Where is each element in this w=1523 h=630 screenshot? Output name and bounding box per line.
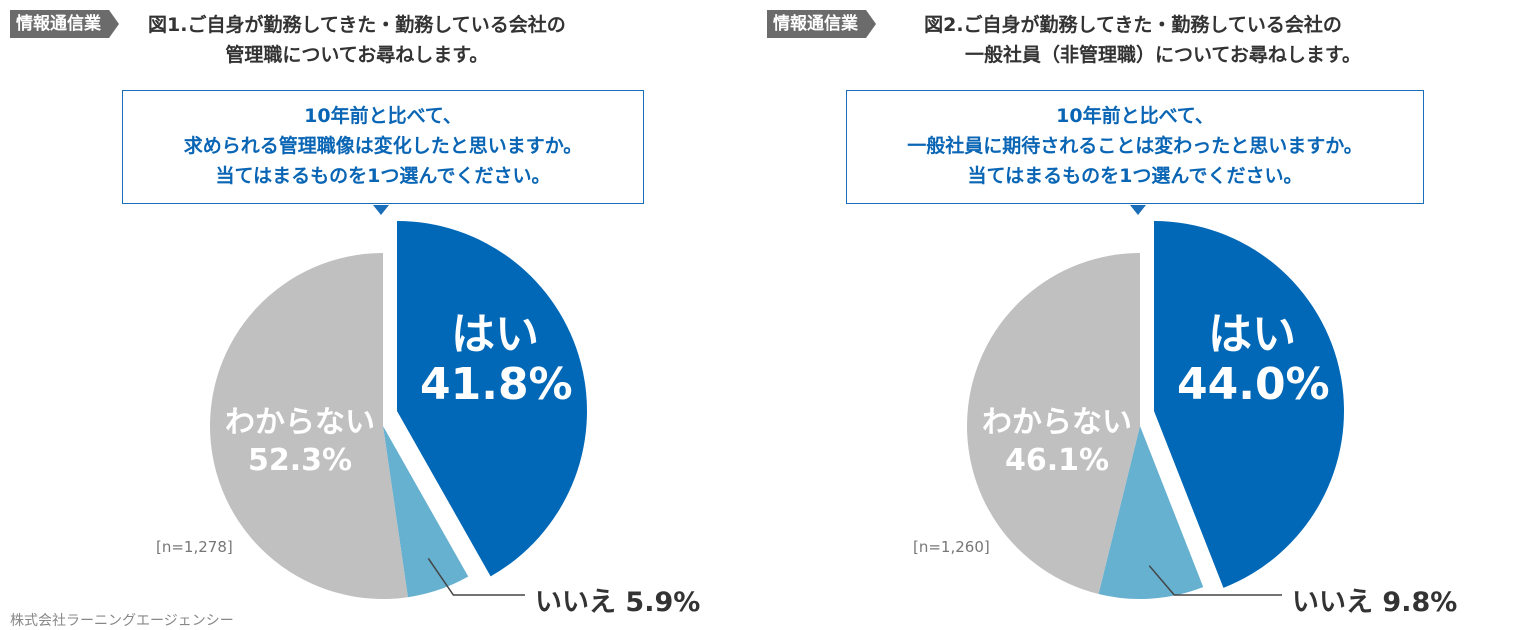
label-text: はい: [1208, 309, 1296, 360]
slice-label-yes: はい 41.8%: [420, 309, 573, 410]
slice-label-no: いいえ 9.8%: [1292, 580, 1457, 619]
callout-pointer: [1130, 205, 1146, 215]
label-text: いいえ: [1292, 587, 1373, 618]
question-line: 求められる管理職像は変化したと思いますか。: [183, 135, 583, 157]
label-text: いいえ: [535, 587, 616, 618]
label-text: はい: [451, 309, 539, 360]
label-value: 44.0%: [1177, 359, 1330, 410]
label-value: 5.9%: [625, 587, 701, 618]
title-line-2: 一般社員（非管理職）についてお尋ねします。: [965, 44, 1361, 66]
slice-no: [383, 426, 469, 598]
label-text: わからない: [225, 405, 375, 440]
slice-yes: [397, 221, 587, 577]
pie-chart: [967, 221, 1344, 600]
label-value: 52.3%: [247, 443, 353, 478]
slice-unknown: [209, 253, 408, 599]
leader-line: [1148, 565, 1282, 596]
question-line: 10年前と比べて、: [1056, 105, 1214, 127]
title-line-1: 図2.ご自身が勤務してきた・勤務している会社の: [924, 14, 1342, 36]
industry-tag: 情報通信業: [767, 10, 876, 38]
slice-label-yes: はい 44.0%: [1177, 309, 1330, 410]
industry-tag: 情報通信業: [10, 10, 119, 38]
sample-size: [n=1,278]: [156, 538, 233, 556]
callout-pointer: [373, 205, 389, 215]
title-line-1: 図1.ご自身が勤務してきた・勤務している会社の: [148, 14, 566, 36]
label-value: 46.1%: [1004, 443, 1110, 478]
question-box: 10年前と比べて、一般社員に期待されることは変わったと思いますか。 当てはまるもの…: [846, 90, 1424, 204]
slice-unknown: [967, 253, 1140, 594]
question-line: 10年前と比べて、: [304, 105, 462, 127]
slice-yes: [1154, 221, 1344, 588]
question-line: 当てはまるものを1つ選んでください。: [967, 165, 1303, 187]
title-line-2: 管理職についてお尋ねします。: [225, 44, 489, 66]
label-value: 41.8%: [420, 359, 573, 410]
label-text: わからない: [982, 405, 1132, 440]
question-line: 一般社員に期待されることは変わったと思いますか。: [907, 135, 1363, 157]
leader-line: [427, 558, 525, 596]
question-line: 当てはまるものを1つ選んでください。: [215, 165, 551, 187]
chart-title: 図1.ご自身が勤務してきた・勤務している会社の 管理職についてお尋ねします。: [148, 10, 566, 70]
slice-label-no: いいえ 5.9%: [535, 580, 700, 619]
slice-label-unknown: わからない 52.3%: [215, 404, 385, 480]
question-box: 10年前と比べて、求められる管理職像は変化したと思いますか。 当てはまるものを1つ…: [122, 90, 644, 204]
label-value: 9.8%: [1382, 587, 1458, 618]
chart-title: 図2.ご自身が勤務してきた・勤務している会社の一般社員（非管理職）についてお尋ね…: [905, 10, 1361, 70]
credit: 株式会社ラーニングエージェンシー: [10, 613, 234, 629]
sample-size: [n=1,260]: [913, 538, 990, 556]
chart-panel-2: 情報通信業 図2.ご自身が勤務してきた・勤務している会社の一般社員（非管理職）に…: [757, 0, 1517, 630]
slice-label-unknown: わからない 46.1%: [972, 404, 1142, 480]
chart-panel-1: 情報通信業 図1.ご自身が勤務してきた・勤務している会社の 管理職についてお尋ねし…: [0, 0, 760, 630]
pie-chart: [209, 221, 587, 599]
slice-no: [1098, 426, 1204, 600]
